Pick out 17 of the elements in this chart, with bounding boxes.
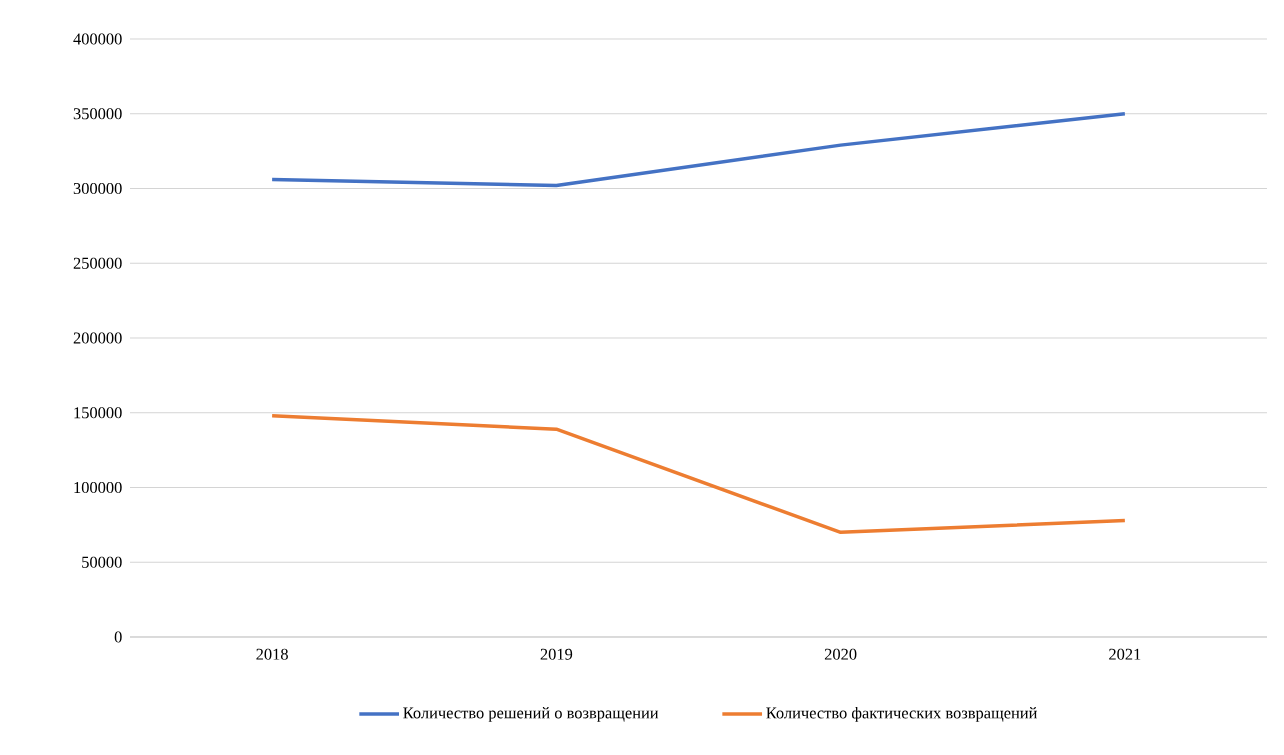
line-series <box>270 112 1127 188</box>
x-tick-label: 2020 <box>824 648 857 660</box>
y-tick-label: 100000 <box>74 481 122 494</box>
y-tick-label: 0 <box>114 631 122 643</box>
y-tick-label: 250000 <box>73 257 122 269</box>
y-tick-label: 150000 <box>74 407 122 419</box>
y-tick-label: 200000 <box>73 332 122 344</box>
legend-label: Количество решений о возвращении <box>403 707 659 722</box>
y-tick-label: 300000 <box>73 182 122 195</box>
legend-label: Количество фактических возвращений <box>766 706 1038 722</box>
x-tick-label: 2019 <box>540 648 573 660</box>
y-tick-label: 50000 <box>82 556 122 568</box>
y-tick-label: 400000 <box>73 33 122 45</box>
x-tick-label: 2018 <box>256 648 288 660</box>
y-tick-label: 350000 <box>73 108 122 120</box>
x-tick-label: 2021 <box>1109 648 1141 660</box>
line-series <box>270 413 1127 535</box>
